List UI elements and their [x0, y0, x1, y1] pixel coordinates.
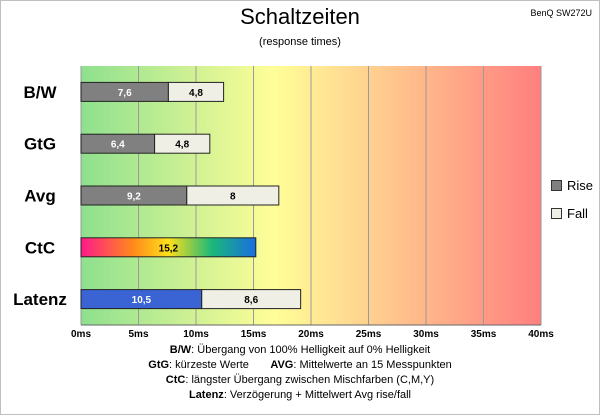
- x-tick-label: 10ms: [183, 329, 209, 340]
- data-label: 8: [230, 192, 236, 203]
- chart-subtitle: (response times): [259, 36, 341, 48]
- data-label: 15,2: [159, 243, 179, 254]
- category-label: CtC: [25, 238, 55, 257]
- category-label: B/W: [23, 83, 57, 102]
- data-label: 6,4: [111, 140, 125, 151]
- category-label: GtG: [24, 135, 56, 154]
- bar-fall: [201, 289, 302, 310]
- x-tick-label: 35ms: [471, 329, 497, 340]
- legend-swatch-rise: [551, 179, 562, 191]
- data-label: 4,8: [189, 88, 203, 99]
- data-label: 7,6: [118, 88, 132, 99]
- legend-label-fall: Fall: [567, 205, 588, 221]
- footnotes: B/W: Übergang von 100% Helligkeit auf 0%…: [0, 343, 600, 403]
- x-tick-label: 0ms: [71, 329, 91, 340]
- legend-item-fall: Fall: [551, 205, 593, 221]
- x-tick-label: 15ms: [241, 329, 267, 340]
- monitor-model: BenQ SW272U: [530, 8, 592, 18]
- legend-label-rise: Rise: [567, 177, 594, 193]
- response-time-chart: 7,6 4,8 6,4 4,8 9,2 8 15,2 10,5 8,6 B/W GtG Avg CtC…: [13, 66, 554, 340]
- note-gtg-avg: GtG: kürzeste Werte AVG: Mittelwerte an …: [148, 359, 452, 371]
- x-tick-label: 20ms: [298, 329, 324, 340]
- note-ctc: CtC: längster Übergang zwischen Mischfar…: [165, 374, 435, 386]
- category-labels: B/W GtG Avg CtC Latenz: [13, 83, 67, 309]
- data-label: 10,5: [132, 295, 152, 306]
- bar-fall: [154, 133, 211, 154]
- category-label: Latenz: [13, 290, 67, 309]
- x-tick-label: 25ms: [356, 329, 382, 340]
- x-tick-labels: 0ms 5ms 10ms 15ms 20ms 25ms 30ms 35ms 40ms: [71, 329, 554, 340]
- category-label: Avg: [24, 187, 56, 206]
- legend: Rise Fall: [551, 178, 593, 234]
- bars: 7,6 4,8 6,4 4,8 9,2 8 15,2 10,5 8,6: [80, 81, 302, 310]
- x-tick-label: 5ms: [128, 329, 148, 340]
- legend-swatch-fall: [551, 207, 562, 219]
- note-latenz: Latenz: Verzögerung + Mittelwert Avg ris…: [188, 389, 412, 401]
- data-label: 8,6: [244, 295, 258, 306]
- note-bw: B/W: Übergang von 100% Helligkeit auf 0%…: [169, 344, 431, 356]
- legend-item-rise: Rise: [551, 177, 594, 193]
- bar-rise: [80, 237, 257, 258]
- bar-fall: [186, 185, 280, 206]
- chart-title: Schaltzeiten: [240, 4, 360, 29]
- x-tick-label: 30ms: [413, 329, 439, 340]
- data-label: 9,2: [127, 192, 141, 203]
- bar-fall: [167, 81, 225, 102]
- x-tick-label: 40ms: [528, 329, 554, 340]
- data-label: 4,8: [175, 140, 189, 151]
